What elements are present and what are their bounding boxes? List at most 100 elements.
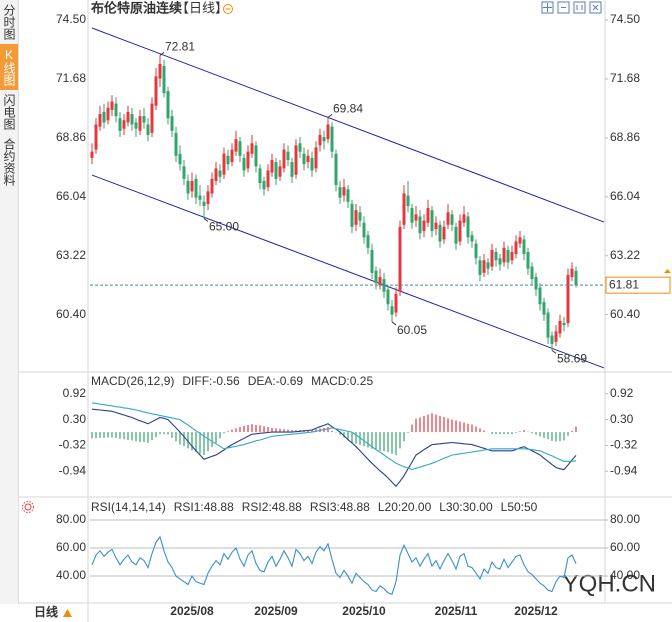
candle-body	[562, 322, 566, 326]
candle-body	[342, 187, 346, 196]
y-tick-label: -0.94	[59, 463, 87, 477]
candle-body	[170, 116, 174, 131]
legend-item: L50:50	[501, 500, 538, 514]
candle-body	[150, 103, 154, 133]
candle-body	[346, 189, 350, 202]
candle-body	[350, 203, 354, 227]
legend-item: MACD:0.25	[311, 374, 373, 388]
candle-body	[122, 120, 126, 129]
series-line	[91, 402, 577, 471]
candle-body	[486, 262, 490, 269]
x-tick-label: 2025/08	[170, 604, 214, 618]
x-tick-label: 2025/09	[254, 604, 298, 618]
toolbar-icons[interactable]	[541, 1, 602, 14]
candle-body	[270, 160, 274, 173]
x-tick-label: 2025/11	[435, 604, 478, 618]
candle-body	[410, 208, 414, 223]
period-label[interactable]: 【日线】	[176, 0, 228, 15]
candle-body	[262, 180, 266, 190]
candle-body	[138, 116, 142, 131]
candle-body	[298, 143, 302, 152]
candle-body	[282, 149, 286, 169]
candle-body	[454, 226, 458, 244]
sidebar-tab[interactable]: 合约资料	[2, 138, 16, 186]
candle-body	[154, 76, 158, 106]
candle-body	[534, 277, 538, 290]
candle-body	[190, 180, 194, 192]
y-tick-label: 60.00	[56, 540, 86, 554]
extreme-marker	[391, 321, 397, 326]
candle-body	[238, 141, 242, 156]
chart-title: 布伦特原油连续	[91, 0, 182, 15]
legend-item: DIFF:-0.56	[182, 374, 240, 388]
extreme-marker	[327, 114, 333, 118]
candle-body	[302, 153, 306, 165]
candle-body	[370, 249, 374, 273]
candle-body	[134, 122, 138, 129]
extreme-label: 69.84	[333, 102, 363, 116]
candle-body	[506, 249, 510, 263]
candle-body	[538, 287, 542, 305]
candle-body	[398, 226, 402, 292]
candle-body	[174, 132, 178, 156]
candle-body	[394, 293, 398, 313]
candle-body	[274, 162, 278, 179]
sidebar-tab[interactable]: K线图	[0, 44, 18, 90]
candle-body	[194, 178, 198, 198]
candle-body	[290, 162, 294, 177]
candle-body	[130, 114, 134, 125]
candle-body	[494, 251, 498, 261]
y-tick-label: 66.04	[610, 189, 640, 203]
last-price-box	[605, 276, 671, 294]
candle-body	[110, 101, 114, 110]
candle-body	[278, 166, 282, 177]
candle-body	[338, 187, 342, 198]
candle-body	[542, 302, 546, 315]
candle-body	[366, 235, 370, 248]
candle-body	[98, 114, 102, 127]
y-tick-label: 60.40	[610, 307, 640, 321]
candle-body	[466, 216, 470, 238]
candle-body	[406, 195, 410, 206]
candle-body	[234, 139, 238, 152]
candle-body	[94, 124, 98, 150]
candle-body	[442, 226, 446, 240]
y-tick-label: 40.00	[610, 568, 640, 582]
y-tick-label: 60.40	[56, 307, 86, 321]
sidebar-tab[interactable]: 闪电图	[2, 94, 16, 130]
candle-body	[318, 134, 322, 146]
candle-body	[330, 126, 334, 152]
candle-body	[198, 195, 202, 200]
candle-body	[502, 247, 506, 263]
candle-body	[178, 153, 182, 165]
candle-body	[478, 260, 482, 275]
zoom-icon[interactable]	[223, 4, 233, 14]
candle-body	[142, 116, 146, 123]
y-tick-label: 74.50	[56, 12, 86, 26]
candle-body	[426, 208, 430, 223]
period-button[interactable]: 日线	[34, 604, 58, 619]
extreme-label: 60.05	[397, 323, 427, 337]
rsi-settings-icon[interactable]	[22, 501, 34, 513]
candle-body	[570, 268, 574, 278]
period-button-arrow[interactable]	[63, 609, 72, 617]
candle-body	[310, 157, 314, 171]
candle-body	[558, 320, 562, 334]
sidebar-tab[interactable]: 分时图	[2, 4, 16, 40]
candle-body	[314, 147, 318, 169]
candle-body	[242, 157, 246, 171]
candle-body	[210, 178, 214, 194]
legend-item: RSI1:48.88	[174, 500, 234, 514]
candle-body	[286, 151, 290, 161]
candle-body	[382, 279, 386, 292]
candle-body	[306, 155, 310, 163]
candle-body	[182, 166, 186, 179]
candle-body	[294, 145, 298, 175]
y-tick-label: 74.50	[610, 12, 640, 26]
y-tick-label: 71.68	[610, 71, 640, 85]
legend-item: MACD(26,12,9)	[91, 374, 174, 388]
candle-body	[402, 193, 406, 225]
candle-body	[254, 145, 258, 167]
trend-channel	[91, 174, 605, 369]
